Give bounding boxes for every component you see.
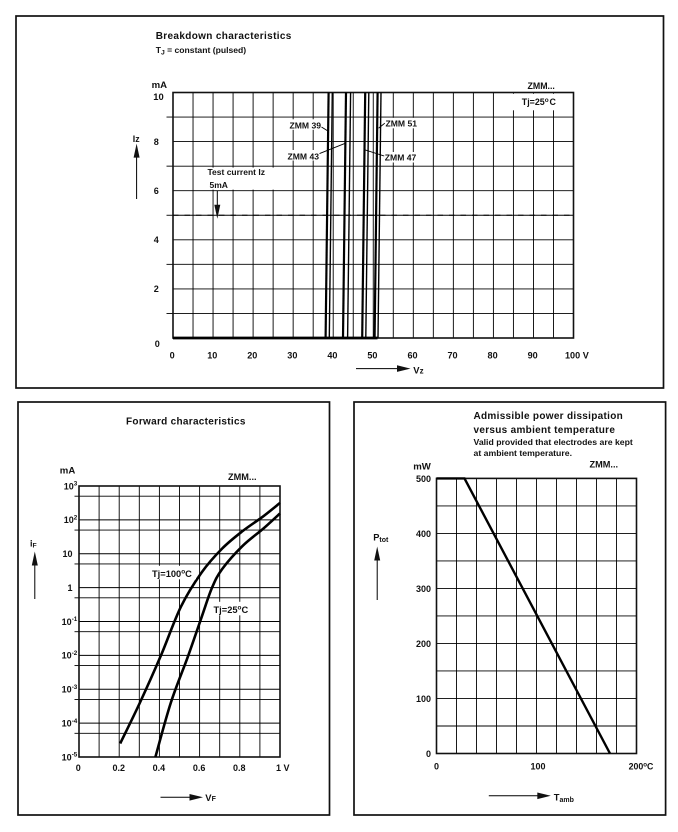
svg-text:TJ = constant (pulsed): TJ = constant (pulsed) [156,45,247,57]
svg-text:1: 1 [67,583,72,593]
svg-text:ZMM...: ZMM... [528,81,555,91]
svg-text:1 V: 1 V [276,763,290,773]
svg-text:ZMM 43: ZMM 43 [287,151,319,161]
svg-text:400: 400 [416,529,431,539]
svg-text:100: 100 [530,761,545,771]
svg-text:2: 2 [154,284,159,294]
svg-text:6: 6 [154,186,159,196]
svg-text:4: 4 [154,235,160,245]
svg-text:40: 40 [327,350,337,360]
svg-text:0.8: 0.8 [233,763,246,773]
svg-text:ZMM...: ZMM... [590,459,619,469]
svg-text:at ambient temperature.: at ambient temperature. [474,448,573,458]
svg-text:Tj=100oC: Tj=100oC [152,569,192,579]
svg-text:200: 200 [416,639,431,649]
svg-text:0: 0 [434,761,439,771]
svg-text:Tj=25oC: Tj=25oC [522,97,557,107]
svg-text:Admissible power dissipation: Admissible power dissipation [474,411,624,422]
svg-text:Ptot: Ptot [373,532,389,543]
svg-text:ZMM...: ZMM... [228,472,257,482]
svg-text:0: 0 [426,749,431,759]
svg-text:10-4: 10-4 [62,718,78,729]
svg-text:10-2: 10-2 [62,650,78,661]
svg-text:Tj=25oC: Tj=25oC [214,605,249,615]
svg-text:8: 8 [154,137,159,147]
svg-text:103: 103 [64,481,78,492]
svg-text:ZMM 51: ZMM 51 [386,118,418,128]
svg-text:0: 0 [76,763,81,773]
svg-text:Iz: Iz [133,134,140,144]
svg-text:100 V: 100 V [565,350,589,360]
svg-text:10: 10 [153,91,163,102]
svg-text:90: 90 [528,350,538,360]
svg-text:0.6: 0.6 [193,763,206,773]
svg-text:ZMM 39: ZMM 39 [289,121,321,131]
svg-text:Vz: Vz [413,364,423,375]
svg-text:ZMM 47: ZMM 47 [385,152,417,162]
svg-text:10-3: 10-3 [62,684,78,695]
svg-text:10: 10 [62,549,72,559]
svg-text:Test current Iz: Test current Iz [208,167,265,177]
svg-text:20: 20 [247,350,257,360]
svg-text:60: 60 [407,350,417,360]
svg-text:80: 80 [488,350,498,360]
svg-text:10: 10 [207,350,217,360]
svg-text:500: 500 [416,474,431,484]
svg-text:mA: mA [152,80,168,91]
svg-text:0: 0 [170,350,175,360]
svg-text:102: 102 [64,515,78,526]
svg-text:70: 70 [447,350,457,360]
svg-text:Forward characteristics: Forward characteristics [126,416,246,427]
svg-text:30: 30 [287,350,297,360]
svg-text:mA: mA [60,466,76,477]
svg-text:versus ambient temperature: versus ambient temperature [474,425,616,436]
svg-text:0.2: 0.2 [112,763,125,773]
svg-text:10-1: 10-1 [62,616,78,627]
svg-text:Breakdown characteristics: Breakdown characteristics [156,31,292,42]
svg-text:mW: mW [413,462,432,473]
svg-text:100: 100 [416,694,431,704]
svg-text:iF: iF [30,538,37,549]
svg-text:0.4: 0.4 [153,763,166,773]
svg-text:300: 300 [416,584,431,594]
svg-text:5mA: 5mA [210,180,228,190]
svg-text:200oC: 200oC [629,761,654,771]
svg-text:10-5: 10-5 [62,752,78,763]
svg-text:VF: VF [205,792,216,803]
svg-text:50: 50 [367,350,377,360]
svg-text:0: 0 [155,339,160,349]
svg-text:Valid provided that electrodes: Valid provided that electrodes are kept [474,437,633,447]
